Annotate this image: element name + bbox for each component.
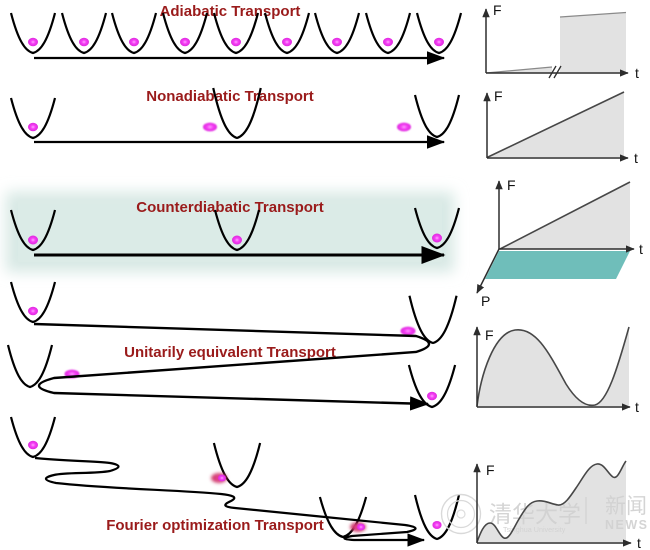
t-axis-label: t (635, 399, 639, 415)
plot-fourier-force (477, 461, 626, 542)
atom-dot (434, 37, 444, 47)
f-axis-label: F (494, 88, 503, 104)
atom-dot (432, 521, 442, 529)
plot-counterdiabatic-force: F t P (476, 177, 643, 309)
potential-well (413, 493, 461, 541)
axis-break-icon (548, 65, 562, 79)
atom-dot (427, 391, 437, 401)
force-curve-fill (477, 461, 626, 542)
atom-dot (231, 37, 241, 47)
nonadiabatic-title: Nonadiabatic Transport (146, 88, 314, 105)
unitarily-title: Unitarily equivalent Transport (124, 344, 336, 361)
plot-nonadiabatic-force: F t (483, 88, 638, 166)
section-counterdiabatic: Counterdiabatic Transport (9, 199, 461, 264)
counterdiabatic-highlight (6, 192, 454, 272)
atom-dot (28, 37, 38, 47)
atom-dot-excited (350, 522, 366, 532)
atom-core (357, 523, 365, 531)
plot-fourier-force-axes: F t (473, 460, 641, 550)
section-fourier: Fourier optimization Transport (9, 415, 461, 547)
zigzag-transport-path (33, 322, 431, 411)
atom-dot (432, 233, 442, 243)
atom-dot-lagging (400, 326, 416, 336)
potential-well (9, 280, 57, 324)
teal-glow-core (18, 200, 442, 262)
plot-unitarily-force: F t (473, 326, 639, 415)
watermark: 清华大学 Tsinghua University 新闻 NEWS (440, 493, 649, 535)
ramp-line (486, 91, 625, 159)
potential-well (313, 11, 361, 55)
atom-dot (28, 306, 38, 316)
t-axis-label: t (635, 65, 639, 81)
potential-well (110, 11, 158, 55)
force-curve (476, 326, 630, 407)
atom-core (218, 474, 226, 482)
atom-dot (180, 37, 190, 47)
t-axis-label: t (637, 535, 641, 550)
potential-well (364, 11, 412, 55)
adiabatic-atoms (28, 37, 444, 47)
atom-dot (129, 37, 139, 47)
potential-well (415, 11, 463, 55)
f-axis-label: F (507, 177, 516, 193)
potential-well (60, 11, 108, 55)
force-sliver-edge (485, 66, 553, 74)
watermark-university-cn: 清华大学 (489, 502, 581, 528)
section-nonadiabatic: Nonadiabatic Transport (9, 86, 461, 149)
force-curve-fill (477, 327, 629, 406)
force-block-edge (559, 11, 627, 18)
section-unitarily-equivalent: Unitarily equivalent Transport (6, 280, 458, 411)
atom-dot-excited (211, 473, 227, 483)
fourier-title: Fourier optimization Transport (106, 517, 324, 534)
atom-dot (28, 122, 38, 132)
force-curve (476, 460, 627, 543)
potential-well (9, 11, 57, 55)
potential-well (413, 93, 461, 139)
ramp-line (499, 181, 631, 250)
atom-dot (232, 235, 242, 245)
atom-dot (28, 440, 38, 450)
f-axis-label: F (485, 327, 494, 343)
potential-well (9, 96, 57, 140)
section-adiabatic: Adiabatic Transport (9, 3, 463, 65)
watermark-news-cn: 新闻 (605, 494, 647, 518)
wiggly-transport-path (34, 456, 426, 547)
atom-dot (282, 37, 292, 47)
atom-dot (383, 37, 393, 47)
university-seal-icon (440, 493, 482, 535)
p-axis-label: P (481, 293, 490, 309)
momentum-band (485, 251, 630, 279)
atom-dot-lagging (397, 122, 411, 132)
force-block (560, 12, 626, 73)
atom-dot (79, 37, 89, 47)
t-axis-label: t (639, 241, 643, 257)
potential-well (9, 415, 57, 459)
watermark-news-en: NEWS (605, 518, 649, 532)
f-axis-label: F (493, 2, 502, 18)
atom-dot-lagging (203, 122, 217, 132)
adiabatic-title: Adiabatic Transport (160, 3, 301, 20)
plot-adiabatic-force: F t (482, 2, 639, 81)
atom-dot (28, 235, 38, 245)
atom-dot (332, 37, 342, 47)
f-axis-label: F (486, 462, 495, 478)
p-axis (476, 248, 500, 294)
potential-well (407, 363, 457, 409)
counterdiabatic-title: Counterdiabatic Transport (136, 199, 324, 216)
watermark-university-en: Tsinghua University (503, 525, 566, 534)
t-axis-label: t (634, 150, 638, 166)
